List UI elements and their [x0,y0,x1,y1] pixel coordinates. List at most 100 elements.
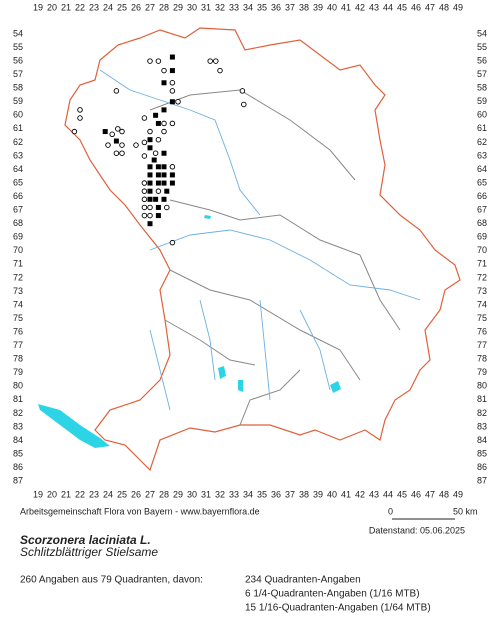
column-label: 48 [439,489,449,499]
column-label: 25 [117,489,127,499]
row-label: 61 [477,123,487,133]
column-label: 20 [47,2,57,12]
occurrence-square [161,180,167,186]
row-label: 85 [477,448,487,458]
row-label: 63 [13,150,23,160]
occurrence-square [147,196,153,202]
occurrence-square [155,180,161,186]
row-label: 78 [477,354,487,364]
row-label: 56 [13,55,23,65]
column-label: 25 [117,2,127,12]
occurrence-square [102,129,108,135]
occurrence-square [169,99,175,105]
occurrence-circle [169,120,176,127]
rivers [99,69,421,411]
occurrence-square [161,80,167,86]
column-label: 36 [271,2,281,12]
occurrence-circle [169,88,176,94]
column-label: 46 [411,489,421,499]
row-label: 68 [13,218,23,228]
row-label: 77 [477,340,487,350]
row-label: 54 [13,28,23,38]
occurrence-circle [161,120,167,127]
occurrence-circle [155,58,162,64]
lake-constance [38,404,110,448]
row-label: 71 [13,259,23,269]
row-label: 67 [477,205,487,215]
column-label: 47 [425,489,435,499]
occurrence-square [161,172,167,178]
row-label: 81 [477,394,487,404]
column-label: 27 [145,489,155,499]
column-label: 23 [89,2,99,12]
column-label: 49 [453,489,463,499]
occurrence-square [153,112,159,118]
occurrence-circle [119,150,125,156]
occurrence-square [113,138,119,144]
occurrence-square [147,172,153,178]
row-label: 73 [477,286,487,296]
row-label: 82 [477,408,487,418]
occurrence-markers [71,54,247,246]
row-label: 84 [477,435,487,445]
occurrence-square [169,54,175,60]
occurrence-square [155,213,161,219]
column-label: 41 [341,489,351,499]
column-label: 39 [313,2,323,12]
row-label: 87 [13,476,23,486]
occurrence-circle [207,58,213,64]
occurrence-square [169,180,175,186]
column-label: 27 [145,2,155,12]
row-label: 69 [13,232,23,242]
occurrence-circle [105,142,111,148]
grid: 19 19 20 20 21 21 22 22 23 23 24 24 25 25 26 26 27 27 28 28… [13,2,487,499]
detail: 15 1/16-Quadranten-Angaben (1/64 MTB) [245,603,431,614]
row-label: 60 [13,110,23,120]
column-label: 31 [201,2,211,12]
column-label: 20 [47,489,57,499]
row-label: 58 [13,83,23,93]
occurrence-circle [141,204,148,211]
row-label: 66 [13,191,23,201]
row-label: 86 [13,462,23,472]
row-label: 83 [13,421,23,431]
occurrence-circle [115,126,121,132]
occurrence-square [155,204,161,210]
column-label: 41 [341,2,351,12]
row-label: 66 [477,191,487,201]
column-label: 19 [33,489,43,499]
occurrence-square [155,164,161,170]
column-label: 43 [369,2,379,12]
column-label: 49 [453,2,463,12]
row-label: 83 [477,421,487,431]
row-label: 81 [13,394,23,404]
occurrence-square [153,196,159,202]
row-label: 69 [477,232,487,242]
column-label: 46 [411,2,421,12]
row-label: 72 [477,272,487,282]
row-label: 57 [477,69,487,79]
occurrence-circle [77,115,83,121]
column-label: 26 [131,489,141,499]
column-label: 38 [299,2,309,12]
row-label: 74 [13,299,23,309]
occurrence-circle [119,128,125,135]
column-label: 21 [61,2,71,12]
row-label: 84 [13,435,23,445]
column-label: 23 [89,489,99,499]
column-label: 43 [369,489,379,499]
row-label: 63 [477,150,487,160]
column-label: 29 [173,2,183,12]
column-label: 32 [215,2,225,12]
occurrence-square [147,180,153,186]
occurrence-square [147,188,153,194]
date: Datenstand: 05.06.2025 [369,525,465,535]
row-label: 57 [13,69,23,79]
column-label: 35 [257,489,267,499]
occurrence-circle [169,80,176,86]
row-label: 70 [13,245,23,255]
row-label: 86 [477,462,487,472]
occurrence-circle [147,128,153,135]
row-label: 75 [477,313,487,323]
